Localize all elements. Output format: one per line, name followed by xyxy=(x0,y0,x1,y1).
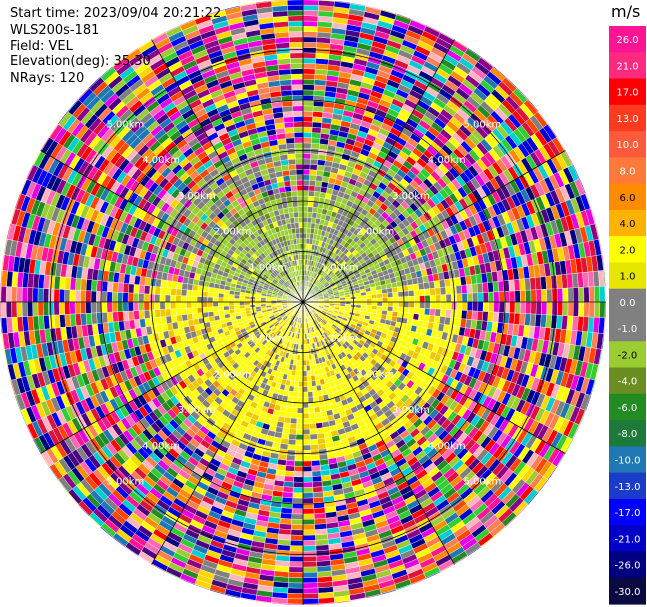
range-ring-label: 4.00km xyxy=(428,441,466,452)
colorbar-tick-label: -10.0 xyxy=(615,456,641,467)
range-ring-label: 5.00km xyxy=(464,120,502,131)
range-ring-label: 3.00km xyxy=(178,191,216,202)
colorbar-tick-label: 17.0 xyxy=(616,88,638,99)
range-ring-label: 4.00km xyxy=(142,441,180,452)
field-label: Field: VEL xyxy=(10,39,73,54)
colorbar-cell xyxy=(609,52,646,80)
colorbar-tick-label: 0.0 xyxy=(620,298,636,309)
range-ring-label: 1.00km xyxy=(249,334,287,345)
instrument-label: WLS200s-181 xyxy=(10,23,100,38)
colorbar-cell xyxy=(609,26,646,53)
range-ring-label: 4.00km xyxy=(142,155,180,166)
colorbar-cell xyxy=(609,551,646,579)
colorbar-cell xyxy=(609,420,646,447)
velocity-field xyxy=(0,0,607,606)
colorbar-tick-label: 4.0 xyxy=(620,219,636,230)
colorbar-tick-label: -13.0 xyxy=(615,482,641,493)
colorbar-tick-label: 26.0 xyxy=(616,35,638,46)
colorbar-cell xyxy=(609,446,646,474)
range-ring-label: 1.00km xyxy=(321,334,359,345)
colorbar-tick-label: 10.0 xyxy=(616,140,638,151)
colorbar-cell xyxy=(609,209,646,237)
colorbar-tick-label: -30.0 xyxy=(615,587,641,598)
colorbar-tick-label: -6.0 xyxy=(618,403,638,414)
range-ring-label: 5.00km xyxy=(107,477,145,488)
range-ring-labels: 1.00km 1.00km 1.00km 1.00km 2.00km 2.00km 2.00… xyxy=(107,120,502,488)
colorbar-cell xyxy=(609,183,646,211)
colorbar-tick-label: -21.0 xyxy=(615,534,641,545)
colorbar-cell xyxy=(609,288,646,316)
colorbar-cell xyxy=(609,104,646,132)
range-ring-label: 3.00km xyxy=(392,405,430,416)
colorbar-tick-label: 2.0 xyxy=(620,245,636,256)
colorbar-unit: m/s xyxy=(611,2,640,21)
colorbar-cell xyxy=(609,131,646,158)
nrays-label: NRays: 120 xyxy=(10,71,85,86)
colorbar-tick-label: 21.0 xyxy=(616,61,638,72)
colorbar-cell xyxy=(609,157,646,185)
colorbar-tick-label: -2.0 xyxy=(618,350,638,361)
colorbar-tick-label: -26.0 xyxy=(615,561,641,572)
colorbar-cell xyxy=(609,315,646,342)
range-ring-label: 5.00km xyxy=(464,477,502,488)
range-ring-label: 4.00km xyxy=(428,155,466,166)
colorbar-tick-label: -4.0 xyxy=(618,377,638,388)
colorbar-cell xyxy=(609,498,646,526)
range-ring-label: 3.00km xyxy=(392,191,430,202)
colorbar-cell xyxy=(609,236,646,264)
range-ring-label: 1.00km xyxy=(321,262,359,273)
colorbar-cell xyxy=(609,78,646,106)
range-ring-label: 2.00km xyxy=(214,369,252,380)
colorbar-tick-label: 8.0 xyxy=(620,167,636,178)
colorbar-cell xyxy=(609,341,646,369)
range-ring-label: 1.00km xyxy=(249,262,287,273)
colorbar-tick-label: -17.0 xyxy=(615,508,641,519)
range-ring-label: 2.00km xyxy=(356,227,394,238)
azimuth-line xyxy=(151,39,455,565)
colorbar-cell xyxy=(609,525,646,553)
colorbar-cell xyxy=(609,393,646,421)
colorbar-tick-label: 6.0 xyxy=(620,193,636,204)
colorbar-tick-label: 1.0 xyxy=(620,272,636,283)
start-time-label: Start time: 2023/09/04 20:21:22 xyxy=(10,6,222,21)
elevation-label: Elevation(deg): 35.30 xyxy=(10,54,151,69)
azimuth-lines xyxy=(0,0,606,605)
colorbar-cell xyxy=(609,577,646,605)
range-ring-label: 2.00km xyxy=(356,369,394,380)
range-ring-label: 3.00km xyxy=(178,405,216,416)
colorbar-tick-label: -1.0 xyxy=(618,324,638,335)
colorbar-cell xyxy=(609,472,646,500)
colorbar-cell xyxy=(609,367,646,395)
range-ring-label: 2.00km xyxy=(214,227,252,238)
range-ring-label: 5.00km xyxy=(107,120,145,131)
colorbar-cell xyxy=(609,262,646,290)
colorbar-tick-label: -8.0 xyxy=(618,429,638,440)
colorbar-tick-label: 13.0 xyxy=(616,114,638,125)
